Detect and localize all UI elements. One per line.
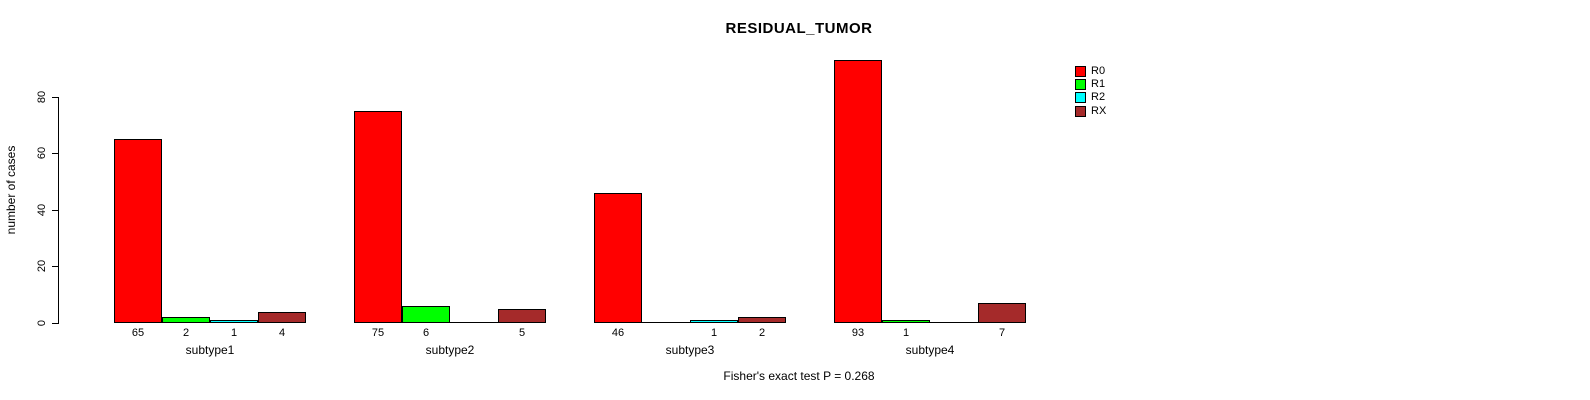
bar-subtype2-R0 xyxy=(354,111,402,323)
bar-subtype2-RX xyxy=(498,309,546,323)
legend-label-RX: RX xyxy=(1091,105,1107,117)
y-axis-tick-label: 0 xyxy=(36,319,48,327)
bar-subtype4-R0 xyxy=(834,60,882,323)
chart-title: RESIDUAL_TUMOR xyxy=(725,20,873,37)
bar-value-label: 1 xyxy=(230,327,238,339)
bar-value-label: 46 xyxy=(611,327,625,339)
y-axis-tick-label: 20 xyxy=(36,259,48,273)
bar-value-label: 5 xyxy=(518,327,526,339)
bar-value-label: 1 xyxy=(710,327,718,339)
y-axis-line xyxy=(58,96,59,324)
x-axis-label-subtype1: subtype1 xyxy=(185,343,235,357)
bar-value-label: 1 xyxy=(902,327,910,339)
bar-value-label: 65 xyxy=(131,327,145,339)
y-axis-tick-label: 40 xyxy=(36,203,48,217)
bar-subtype4-R2-zero xyxy=(930,322,978,323)
y-axis-tick xyxy=(52,266,58,267)
y-axis-tick xyxy=(52,153,58,154)
legend-swatch-R0 xyxy=(1075,66,1086,77)
x-axis-label-subtype3: subtype3 xyxy=(665,343,715,357)
bar-subtype2-R1 xyxy=(402,306,450,323)
legend-label-R0: R0 xyxy=(1091,65,1106,77)
legend-label-R2: R2 xyxy=(1091,91,1106,103)
y-axis-tick xyxy=(52,210,58,211)
bar-value-label: 6 xyxy=(422,327,430,339)
bar-value-label: 4 xyxy=(278,327,286,339)
bar-subtype3-R0 xyxy=(594,193,642,323)
bar-value-label: 93 xyxy=(851,327,865,339)
bar-subtype3-RX xyxy=(738,317,786,323)
bar-subtype3-R2 xyxy=(690,320,738,323)
bar-subtype1-RX xyxy=(258,312,306,323)
bar-subtype1-R0 xyxy=(114,139,162,323)
y-axis-tick-label: 60 xyxy=(36,146,48,160)
bar-subtype4-R1 xyxy=(882,320,930,323)
bar-subtype3-R1-zero xyxy=(642,322,690,323)
bar-subtype2-R2-zero xyxy=(450,322,498,323)
y-axis-title: number of cases xyxy=(4,145,18,235)
y-axis-tick-label: 80 xyxy=(36,90,48,104)
bar-subtype1-R1 xyxy=(162,317,210,323)
annotation-fisher-test: Fisher's exact test P = 0.268 xyxy=(723,369,875,383)
bar-value-label: 75 xyxy=(371,327,385,339)
legend-swatch-R1 xyxy=(1075,79,1086,90)
x-axis-label-subtype4: subtype4 xyxy=(905,343,955,357)
bar-value-label: 2 xyxy=(758,327,766,339)
bar-subtype1-R2 xyxy=(210,320,258,323)
legend-swatch-R2 xyxy=(1075,92,1086,103)
bar-subtype4-RX xyxy=(978,303,1026,323)
x-axis-label-subtype2: subtype2 xyxy=(425,343,475,357)
bar-value-label: 7 xyxy=(998,327,1006,339)
legend-label-R1: R1 xyxy=(1091,78,1106,90)
y-axis-tick xyxy=(52,323,58,324)
bar-value-label: 2 xyxy=(182,327,190,339)
legend-swatch-RX xyxy=(1075,106,1086,117)
y-axis-tick xyxy=(52,97,58,98)
